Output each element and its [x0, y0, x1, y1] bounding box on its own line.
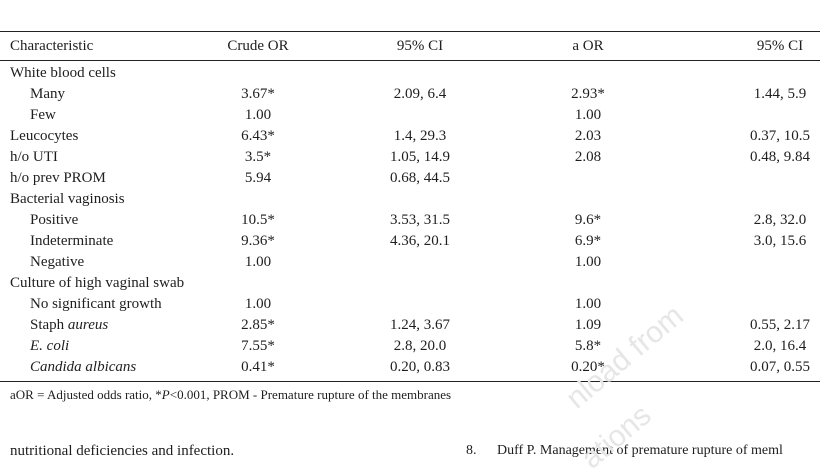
label-italic: aureus — [67, 317, 109, 333]
cell: 1.09 — [574, 317, 602, 333]
cell: 0.41* — [241, 359, 275, 375]
cell: 1.00 — [244, 107, 272, 123]
row-label: h/o UTI — [10, 148, 58, 166]
label-text: Indeterminate — [30, 233, 114, 249]
cell: 3.0, 15.6 — [753, 233, 807, 249]
cell: 2.09, 6.4 — [393, 86, 447, 102]
header-cell: Crude OR — [227, 38, 289, 54]
cell: 6.43* — [241, 128, 275, 144]
row-label: Leucocytes — [10, 127, 78, 145]
cell: 1.4, 29.3 — [393, 128, 447, 144]
reference-text: Duff P. Management of premature rupture … — [497, 443, 783, 458]
row-label: Staph aureus — [30, 316, 108, 334]
rule — [0, 381, 820, 382]
rule — [0, 60, 820, 61]
cell: 1.00 — [574, 107, 602, 123]
cell: 0.68, 44.5 — [390, 170, 450, 186]
cell: 9.6* — [574, 212, 602, 228]
footnote-text: aOR = Adjusted odds ratio, * — [10, 387, 162, 402]
label-italic: Candida albicans — [30, 359, 137, 375]
label-text: Bacterial vaginosis — [10, 191, 125, 207]
cell: 3.53, 31.5 — [390, 212, 450, 228]
label-text: No significant growth — [30, 296, 162, 312]
footnote: aOR = Adjusted odds ratio, *P<0.001, PRO… — [10, 386, 451, 404]
cell: 4.36, 20.1 — [390, 233, 450, 249]
cell: 2.93* — [571, 86, 605, 102]
label-text: Positive — [30, 212, 79, 228]
header-cell: 95% CI — [396, 38, 444, 54]
label-text: White blood cells — [10, 65, 116, 81]
cell: 7.55* — [241, 338, 275, 354]
footnote-text: P — [161, 387, 170, 402]
cell: 2.08 — [574, 149, 602, 165]
cell: 0.37, 10.5 — [750, 128, 810, 144]
cell: 3.5* — [244, 149, 272, 165]
label-text: Few — [30, 107, 56, 123]
cell: 1.00 — [244, 254, 272, 270]
reference-number: 8. — [466, 443, 477, 458]
cell: 9.36* — [241, 233, 275, 249]
label-text: Staph — [30, 317, 65, 333]
row-label: Positive — [30, 211, 78, 229]
cell: 10.5* — [241, 212, 275, 228]
cell: 1.00 — [574, 254, 602, 270]
row-label: h/o prev PROM — [10, 169, 106, 187]
row-label: E. coli — [30, 337, 69, 355]
row-label: Bacterial vaginosis — [10, 190, 125, 208]
cell: 1.44, 5.9 — [753, 86, 807, 102]
cell: 3.67* — [241, 86, 275, 102]
row-label: White blood cells — [10, 64, 116, 82]
cell: 2.8, 20.0 — [393, 338, 447, 354]
footnote-text: <0.001, PROM - Premature rupture of the … — [169, 387, 452, 402]
row-label: Candida albicans — [30, 358, 136, 376]
cell: 0.20, 0.83 — [390, 359, 450, 375]
label-text: h/o prev PROM — [10, 170, 106, 186]
label-text: Negative — [30, 254, 85, 270]
label-text: Culture of high vaginal swab — [10, 275, 185, 291]
row-label: Many — [30, 85, 65, 103]
cell: 1.05, 14.9 — [390, 149, 450, 165]
row-label: Indeterminate — [30, 232, 113, 250]
row-label: No significant growth — [30, 295, 162, 313]
cell: 0.55, 2.17 — [750, 317, 810, 333]
cell: 2.03 — [574, 128, 602, 144]
header-cell: 95% CI — [756, 38, 804, 54]
cell: 1.00 — [244, 296, 272, 312]
label-text: Leucocytes — [10, 128, 79, 144]
cell: 2.0, 16.4 — [753, 338, 807, 354]
cell: 1.24, 3.67 — [390, 317, 450, 333]
label-text: Many — [30, 86, 65, 102]
cell: 5.8* — [574, 338, 602, 354]
row-label: Negative — [30, 253, 84, 271]
row-label: Culture of high vaginal swab — [10, 274, 184, 292]
cell: 0.20* — [571, 359, 605, 375]
label-text: h/o UTI — [10, 149, 58, 165]
header-cell: Characteristic — [10, 38, 94, 54]
row-label: Few — [30, 106, 56, 124]
cell: 2.8, 32.0 — [753, 212, 807, 228]
cell: 1.00 — [574, 296, 602, 312]
cell: 0.48, 9.84 — [750, 149, 810, 165]
header-cell: a OR — [572, 38, 604, 54]
label-italic: E. coli — [30, 338, 70, 354]
cell: 5.94 — [244, 170, 272, 186]
body-text: nutritional deficiencies and infection. — [10, 443, 235, 459]
rule — [0, 31, 820, 32]
cell: 0.07, 0.55 — [750, 359, 810, 375]
cell: 6.9* — [574, 233, 602, 249]
cell: 2.85* — [241, 317, 275, 333]
